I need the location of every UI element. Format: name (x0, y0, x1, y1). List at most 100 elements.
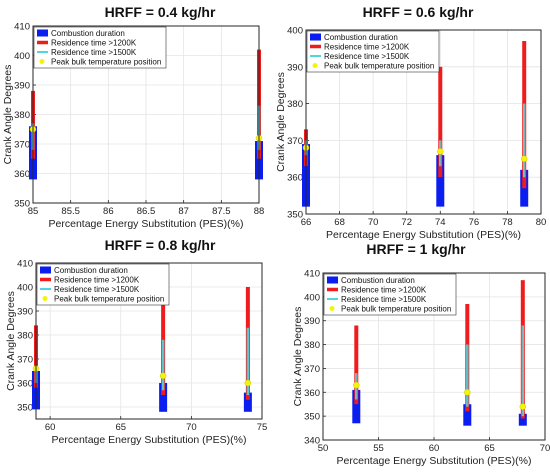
legend-swatch-res1500 (37, 51, 48, 53)
x-tick-label: 87 (178, 206, 189, 217)
y-tick-label: 370 (304, 364, 320, 375)
x-tick-label: 60 (45, 422, 56, 433)
residence-1200k-bar (354, 325, 359, 405)
y-axis-label: Crank Angle Degrees (292, 307, 304, 407)
y-tick-label: 390 (14, 81, 30, 92)
legend-swatch-res1500 (327, 298, 338, 300)
x-axis-label: Percentage Energy Substitution (PES)(%) (49, 218, 244, 230)
x-tick-label: 85.5 (61, 206, 80, 217)
legend-swatch-res1200 (310, 44, 321, 49)
legend-swatch-res1500 (310, 55, 321, 57)
y-tick-label: 380 (287, 99, 303, 110)
y-tick-label: 350 (17, 403, 33, 414)
x-tick-label: 86.5 (137, 206, 156, 217)
legend-label: Residence time >1500K (324, 52, 410, 61)
legend-swatch-peak (329, 306, 335, 311)
peak-temperature-marker (437, 148, 444, 155)
legend-label: Residence time >1200K (54, 276, 140, 285)
y-axis-label: Crank Angle Degrees (5, 291, 17, 391)
x-tick-label: 88 (254, 206, 265, 217)
x-tick-label: 85 (28, 206, 39, 217)
legend-swatch-res1200 (40, 277, 51, 282)
combustion-duration-bar (243, 392, 252, 412)
legend-label: Peak bulk temperature position (324, 62, 434, 71)
x-tick-label: 72 (401, 217, 412, 228)
chart-title: HRFF = 0.6 kg/hr (363, 4, 474, 20)
x-tick-label: 65 (115, 422, 126, 433)
legend-swatch-res1500 (40, 288, 51, 290)
legend-swatch-combustion (40, 266, 51, 274)
y-tick-label: 390 (17, 307, 33, 318)
x-tick-label: 65 (484, 443, 495, 454)
y-axis-label: Crank Angle Degrees (2, 65, 14, 165)
x-tick-label: 70 (186, 422, 197, 433)
combustion-duration-bar (352, 389, 361, 424)
y-tick-label: 370 (17, 355, 33, 366)
legend-swatch-res1200 (37, 40, 48, 45)
combustion-duration-bar (463, 404, 472, 426)
y-tick-label: 410 (17, 259, 33, 270)
legend-box (323, 273, 457, 316)
legend-label: Residence time >1200K (324, 43, 410, 52)
x-tick-label: 55 (373, 443, 384, 454)
plot-frame (32, 25, 260, 204)
y-tick-label: 350 (287, 210, 303, 221)
y-tick-label: 380 (304, 340, 320, 351)
chart-panel-3: HRFF = 0.8 kg/hr 60 65 70 75 350 360 370 380 390 4… (5, 237, 267, 446)
chart-panel-4: HRFF = 1 kg/hr 50 55 60 65 70 340 350 360 370 380 3… (292, 241, 550, 467)
x-tick-label: 50 (318, 443, 329, 454)
legend-box (36, 263, 170, 306)
legend-swatch-combustion (37, 29, 48, 37)
x-tick-label: 60 (429, 443, 440, 454)
legend-label: Residence time >1500K (54, 285, 140, 294)
x-tick-label: 66 (301, 217, 312, 228)
y-tick-label: 400 (287, 26, 303, 37)
x-tick-label: 74 (435, 217, 446, 228)
x-tick-label: 80 (536, 217, 547, 228)
x-tick-label: 76 (469, 217, 480, 228)
x-axis-label: Percentage Energy Substitution (PES)(%) (337, 455, 532, 467)
legend-label: Residence time >1500K (51, 48, 137, 57)
chart-panel-1: HRFF = 0.4 kg/hr 85 85.5 86 86.5 87 87.5 88 350 3… (2, 4, 264, 230)
y-tick-label: 350 (14, 199, 30, 210)
residence-1200k-bar (438, 66, 443, 178)
x-axis-label: Percentage Energy Substitution (PES)(%) (326, 229, 521, 241)
x-tick-label: 87.5 (212, 206, 231, 217)
combustion-duration-bar (518, 413, 527, 426)
legend-label: Residence time >1500K (341, 295, 427, 304)
peak-temperature-marker (244, 379, 252, 387)
legend-label: Peak bulk temperature position (341, 305, 451, 314)
legend-swatch-peak (312, 63, 318, 68)
y-tick-label: 410 (14, 22, 30, 33)
y-tick-label: 390 (287, 62, 303, 73)
y-tick-label: 360 (287, 173, 303, 184)
y-tick-label: 340 (304, 436, 320, 447)
x-tick-label: 86 (103, 206, 114, 217)
y-tick-label: 380 (14, 110, 30, 121)
x-tick-label: 68 (334, 217, 345, 228)
legend-label: Combustion duration (51, 29, 125, 38)
peak-temperature-marker (464, 389, 471, 396)
legend-swatch-combustion (327, 276, 338, 284)
y-tick-label: 400 (17, 283, 33, 294)
y-tick-label: 380 (17, 331, 33, 342)
y-tick-label: 400 (14, 51, 30, 62)
chart-title: HRFF = 0.4 kg/hr (105, 4, 216, 20)
legend-label: Peak bulk temperature position (51, 58, 161, 67)
legend-label: Combustion duration (54, 266, 128, 275)
legend-swatch-peak (42, 296, 48, 301)
plot-frame (35, 262, 263, 420)
peak-temperature-marker (520, 155, 528, 163)
y-tick-label: 350 (304, 412, 320, 423)
x-tick-label: 70 (368, 217, 379, 228)
peak-temperature-marker (519, 403, 527, 410)
y-tick-label: 390 (304, 316, 320, 327)
x-tick-label: 78 (502, 217, 513, 228)
x-axis-label: Percentage Energy Substitution (PES)(%) (52, 434, 247, 446)
